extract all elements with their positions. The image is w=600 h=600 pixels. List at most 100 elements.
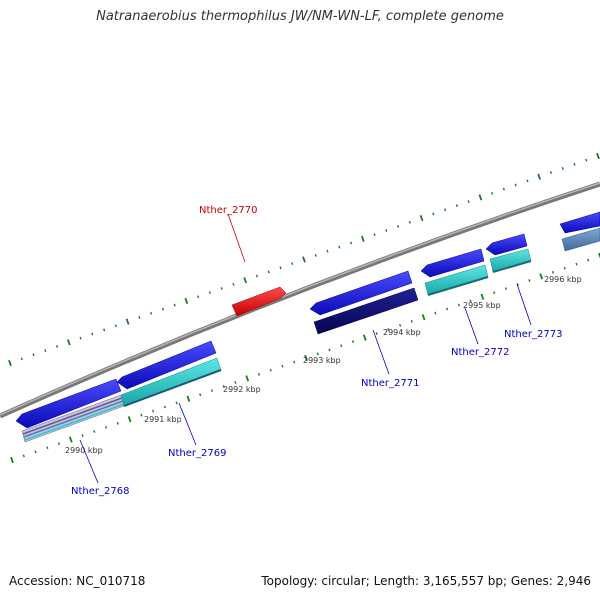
major-tick-mark	[537, 173, 542, 180]
outer-tick-ring	[8, 152, 600, 367]
cog-feature-2768-stripe-a	[22, 397, 123, 435]
genome-backbone-highlight	[0, 182, 600, 416]
gene-labels: Nther_2768 Nther_2769 Nther_2770 Nther_2…	[71, 205, 562, 497]
minor-tick-mark	[387, 328, 390, 331]
minor-tick-mark	[573, 162, 576, 166]
minor-tick-mark	[373, 233, 376, 237]
cds-feature-nther-2768[interactable]	[15, 378, 122, 429]
leader-nther-2771	[372, 329, 390, 375]
gene-label-nther-2771[interactable]: Nther_2771	[361, 378, 419, 389]
gene-label-nther-2772[interactable]: Nther_2772	[451, 347, 509, 358]
cds-feature-nther-2770[interactable]	[231, 286, 287, 317]
cog-feature-2771-navy[interactable]	[313, 287, 419, 335]
minor-tick-mark	[551, 270, 555, 274]
minor-tick-mark	[293, 360, 296, 364]
minor-tick-mark	[175, 401, 178, 405]
minor-tick-mark	[526, 179, 529, 183]
cog-feature-2769-underline	[123, 369, 222, 407]
minor-tick-mark	[116, 421, 119, 425]
minor-tick-mark	[375, 332, 378, 335]
cog-feature-right-edge-steel[interactable]	[561, 227, 600, 252]
ruler-labels: 2990 kbp 2991 kbp 2992 kbp 2993 kbp 2994…	[65, 275, 582, 455]
minor-tick-mark	[267, 270, 270, 274]
minor-tick-mark	[79, 336, 82, 340]
gene-label-nther-2768[interactable]: Nther_2768	[71, 486, 129, 497]
major-tick-mark	[421, 314, 426, 321]
cog-feature-2768-stripe-c	[24, 403, 125, 441]
minor-tick-mark	[199, 393, 202, 397]
minor-tick-mark	[105, 425, 108, 429]
minor-tick-mark	[340, 344, 343, 348]
ruler-label-2996: 2996 kbp	[544, 275, 582, 284]
genome-backbone	[0, 181, 600, 419]
minor-tick-mark	[467, 200, 470, 203]
minor-tick-mark	[91, 332, 94, 336]
major-tick-mark	[127, 416, 132, 423]
minor-tick-mark	[291, 262, 294, 266]
minor-tick-mark	[103, 328, 106, 332]
ruler-label-2991: 2991 kbp	[144, 415, 182, 424]
minor-tick-mark	[502, 187, 505, 191]
minor-tick-mark	[281, 364, 284, 368]
major-tick-mark	[184, 297, 189, 305]
minor-tick-mark	[208, 291, 211, 295]
minor-tick-mark	[516, 283, 519, 286]
minor-tick-mark	[514, 183, 517, 187]
forward-strand-track	[231, 211, 600, 317]
minor-tick-mark	[446, 307, 449, 311]
minor-tick-mark	[410, 319, 413, 323]
minor-tick-mark	[493, 291, 496, 295]
minor-tick-mark	[93, 430, 96, 433]
ruler-label-2992: 2992 kbp	[223, 385, 261, 394]
minor-tick-mark	[408, 220, 411, 224]
minor-tick-mark	[491, 191, 494, 195]
minor-tick-mark	[234, 381, 237, 384]
cog-feature-2772-underline	[427, 276, 489, 296]
minor-tick-mark	[163, 405, 166, 409]
major-tick-mark	[596, 152, 600, 160]
leader-nther-2772	[464, 307, 479, 345]
minor-tick-mark	[140, 413, 143, 417]
minor-tick-mark	[20, 357, 23, 361]
gene-label-nther-2773[interactable]: Nther_2773	[504, 329, 562, 340]
ruler-label-2995: 2995 kbp	[463, 301, 501, 310]
major-tick-mark	[68, 436, 73, 443]
minor-tick-mark	[434, 311, 437, 315]
minor-tick-mark	[269, 368, 272, 372]
minor-tick-mark	[81, 434, 84, 437]
major-tick-mark	[304, 354, 308, 362]
cds-feature-right-edge[interactable]	[559, 211, 600, 234]
minor-tick-mark	[314, 253, 317, 257]
cds-feature-nther-2773[interactable]	[485, 233, 528, 256]
minor-tick-mark	[255, 274, 259, 278]
cds-feature-nther-2772[interactable]	[420, 248, 485, 278]
leader-nther-2769	[178, 402, 197, 446]
minor-tick-mark	[338, 245, 341, 249]
major-tick-mark	[362, 334, 367, 341]
reverse-strand-track	[15, 233, 528, 429]
gene-label-nther-2769[interactable]: Nther_2769	[168, 448, 226, 459]
ruler-label-2994: 2994 kbp	[383, 328, 421, 337]
minor-tick-mark	[152, 409, 155, 413]
ruler-label-2993: 2993 kbp	[303, 356, 341, 365]
minor-tick-mark	[44, 349, 47, 353]
cog-feature-2773-underline	[492, 260, 532, 273]
leader-nther-2768	[79, 439, 99, 484]
minor-tick-mark	[150, 311, 153, 315]
gene-label-nther-2770[interactable]: Nther_2770	[199, 205, 257, 216]
minor-tick-mark	[349, 241, 353, 245]
minor-tick-mark	[138, 316, 141, 319]
cds-feature-nther-2769[interactable]	[116, 340, 217, 390]
accession-label: Accession: NC_010718	[9, 574, 146, 588]
major-tick-mark	[10, 456, 14, 464]
minor-tick-mark	[32, 353, 35, 357]
major-tick-mark	[480, 293, 485, 300]
minor-tick-mark	[444, 208, 447, 212]
minor-tick-mark	[585, 158, 588, 162]
minor-tick-mark	[22, 454, 25, 458]
genome-summary-label: Topology: circular; Length: 3,165,557 bp…	[261, 574, 591, 588]
minor-tick-mark	[57, 442, 61, 446]
minor-tick-mark	[504, 287, 507, 291]
cds-feature-nther-2771[interactable]	[309, 270, 413, 316]
leader-nther-2770	[227, 213, 246, 263]
